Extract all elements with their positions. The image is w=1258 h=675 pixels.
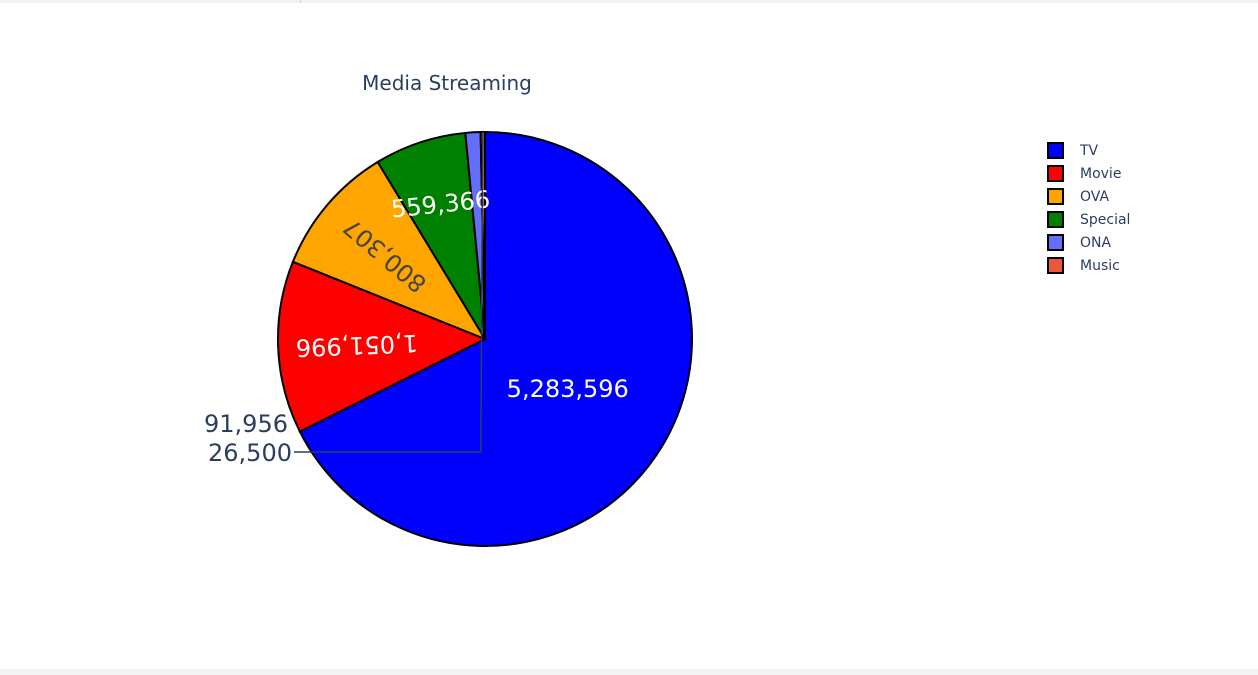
- legend-swatch-tv: [1047, 142, 1064, 159]
- top-strip: [0, 0, 1258, 3]
- legend-item-special[interactable]: Special: [1047, 211, 1130, 228]
- legend-swatch-movie: [1047, 165, 1064, 182]
- slice-label-movie: 1,051,996: [295, 329, 418, 362]
- legend-label-ona: ONA: [1080, 235, 1111, 251]
- legend-item-music[interactable]: Music: [1047, 257, 1120, 274]
- slice-label-music: 26,500: [208, 439, 292, 467]
- legend-label-tv: TV: [1079, 143, 1099, 159]
- legend-swatch-music: [1047, 257, 1064, 274]
- legend-label-music: Music: [1080, 258, 1120, 274]
- legend-swatch-ona: [1047, 234, 1064, 251]
- legend: TV Movie OVA Special ONA Music: [1047, 142, 1130, 274]
- legend-label-special: Special: [1080, 212, 1130, 228]
- legend-item-tv[interactable]: TV: [1047, 142, 1099, 159]
- legend-item-movie[interactable]: Movie: [1047, 165, 1121, 182]
- bottom-strip: [0, 669, 1258, 675]
- legend-swatch-special: [1047, 211, 1064, 228]
- legend-label-ova: OVA: [1080, 189, 1109, 205]
- pie-slices: [277, 130, 693, 547]
- legend-item-ona[interactable]: ONA: [1047, 234, 1111, 251]
- legend-label-movie: Movie: [1080, 166, 1121, 182]
- top-divider: [300, 0, 301, 3]
- legend-item-ova[interactable]: OVA: [1047, 188, 1109, 205]
- pie-slice-ova: [291, 160, 488, 342]
- pie-slice-movie: [277, 260, 488, 433]
- slice-label-ona: 91,956: [204, 410, 288, 438]
- leader-line-music: [294, 132, 484, 453]
- chart-title: Media Streaming: [362, 71, 532, 95]
- pie-slice-tv: [298, 130, 693, 547]
- legend-swatch-ova: [1047, 188, 1064, 205]
- slice-label-tv: 5,283,596: [507, 375, 629, 403]
